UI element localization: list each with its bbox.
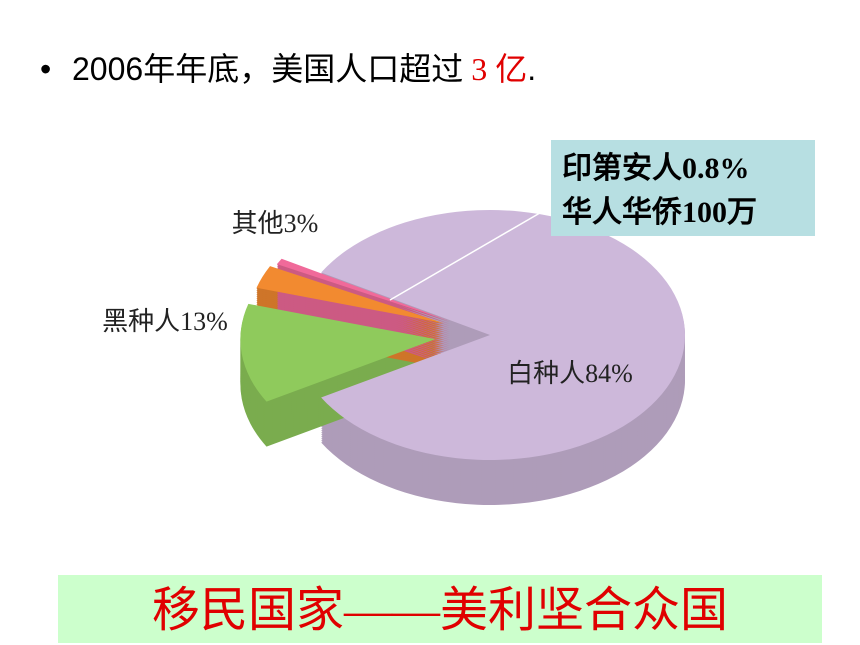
- callout-label: 印第安人0.8%: [562, 151, 750, 185]
- value-label: 84%: [585, 359, 633, 388]
- slice-label: 其他3%: [232, 209, 319, 238]
- bullet: 2006年年底，美国人口超过 3 亿.: [72, 51, 536, 87]
- value-label: 13%: [180, 307, 228, 336]
- callout-box: [551, 140, 815, 236]
- category: 白种人: [507, 359, 585, 388]
- callout-line: [389, 209, 546, 301]
- bullet-end: .: [527, 51, 536, 87]
- banner-box: [58, 575, 822, 643]
- bullet-text: 2006年年底，美国人口超过: [72, 51, 463, 87]
- slice-label: 白种人84%: [507, 359, 633, 388]
- slice: [321, 210, 685, 461]
- pie: 白种人84% 黑种人13% 其他3%: [102, 209, 685, 506]
- category: 印第安人: [562, 151, 682, 185]
- bullet-highlight: 3 亿: [471, 51, 527, 87]
- category: 黑种人: [102, 307, 180, 336]
- category: 其他: [232, 209, 284, 238]
- value-label: 3%: [284, 209, 319, 238]
- slice: [276, 258, 451, 322]
- bullet-dot: •: [40, 51, 51, 87]
- banner: 移民国家——美利坚合众国: [152, 584, 728, 637]
- annotation: 华人华侨100万: [562, 196, 757, 229]
- slice-label: 黑种人13%: [102, 307, 228, 336]
- slice: [240, 303, 436, 402]
- slice: [256, 266, 444, 324]
- value-label: 0.8%: [682, 152, 750, 185]
